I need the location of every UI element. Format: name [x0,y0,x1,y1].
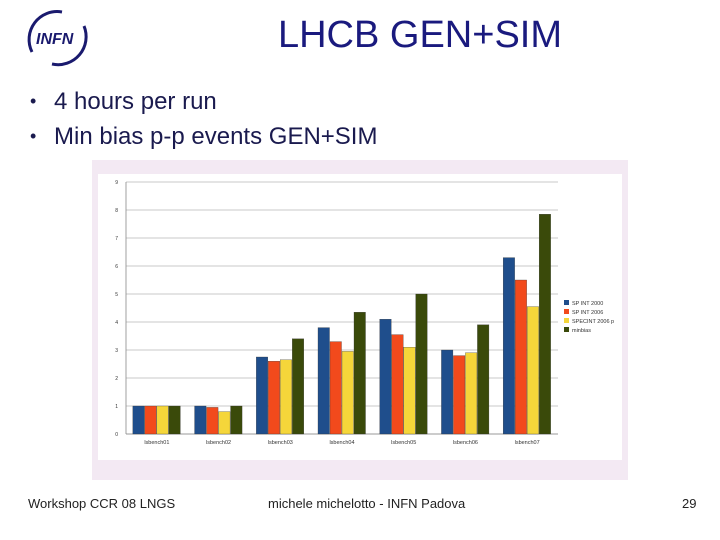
bar [280,359,292,435]
y-tick-label: 1 [115,404,118,410]
y-tick-label: 8 [115,208,118,214]
y-tick-label: 6 [115,264,118,270]
legend-swatch [564,300,569,305]
bar [268,361,280,435]
x-tick-label: lsbench07 [515,440,540,446]
bar [441,349,454,435]
bar [514,279,527,435]
footer-left: Workshop CCR 08 LNGS [28,496,176,511]
y-tick-label: 0 [115,432,118,438]
y-tick-label: 4 [115,320,118,326]
footer-center: michele michelotto - INFN Padova [268,496,466,511]
bar [256,356,268,435]
bar [218,411,231,435]
bar [502,257,515,435]
bar [341,351,354,435]
legend-label: SP INT 2006 [572,310,603,316]
x-tick-label: lsbench06 [453,440,478,446]
bar [403,347,416,435]
legend-label: minbias [572,328,591,334]
x-tick-label: lsbench04 [329,440,354,446]
bar [453,355,466,435]
x-tick-label: lsbench01 [144,440,169,446]
bar [415,293,428,435]
bar [144,405,157,435]
bullet-list: • 4 hours per run • Min bias p-p events GE… [30,84,377,154]
x-tick-label: lsbench05 [391,440,416,446]
y-tick-label: 5 [115,292,118,298]
y-tick-label: 3 [115,348,118,354]
bar [194,405,207,435]
page-number: 29 [682,496,697,511]
bar [156,405,169,435]
bar [292,338,304,435]
bar [353,312,366,435]
bar [538,214,551,435]
legend-label: SP INT 2000 [572,301,603,307]
infn-logo: INFN [22,6,94,70]
svg-text:INFN: INFN [36,31,74,48]
bar [317,327,330,435]
legend-swatch [564,318,569,323]
x-tick-label: lsbench02 [206,440,231,446]
y-tick-label: 9 [115,180,118,186]
bar [477,324,490,435]
bar [391,334,404,435]
bar [329,341,342,435]
bullet-item: • Min bias p-p events GEN+SIM [30,123,378,150]
x-tick-label: lsbench03 [268,440,293,446]
bar [379,319,392,435]
bar [132,405,145,435]
bar-chart: 0 1 2 3 4 5 6 7 8 9 lsbench01 lsbench02 lsbench03 ls… [98,174,622,460]
bullet-item: • 4 hours per run [30,88,217,115]
legend-swatch [564,309,569,314]
y-tick-label: 7 [115,236,118,242]
legend-swatch [564,327,569,332]
slide-title: LHCB GEN+SIM [277,14,563,56]
chart-frame: 0 1 2 3 4 5 6 7 8 9 lsbench01 lsbench02 lsbench03 ls… [92,160,628,480]
legend-label: SPECINT 2006 p [572,319,614,325]
bar [526,306,539,435]
y-tick-label: 2 [115,376,118,382]
bar [206,407,219,435]
bar [465,352,478,435]
bar [230,405,243,435]
bar [168,405,181,435]
